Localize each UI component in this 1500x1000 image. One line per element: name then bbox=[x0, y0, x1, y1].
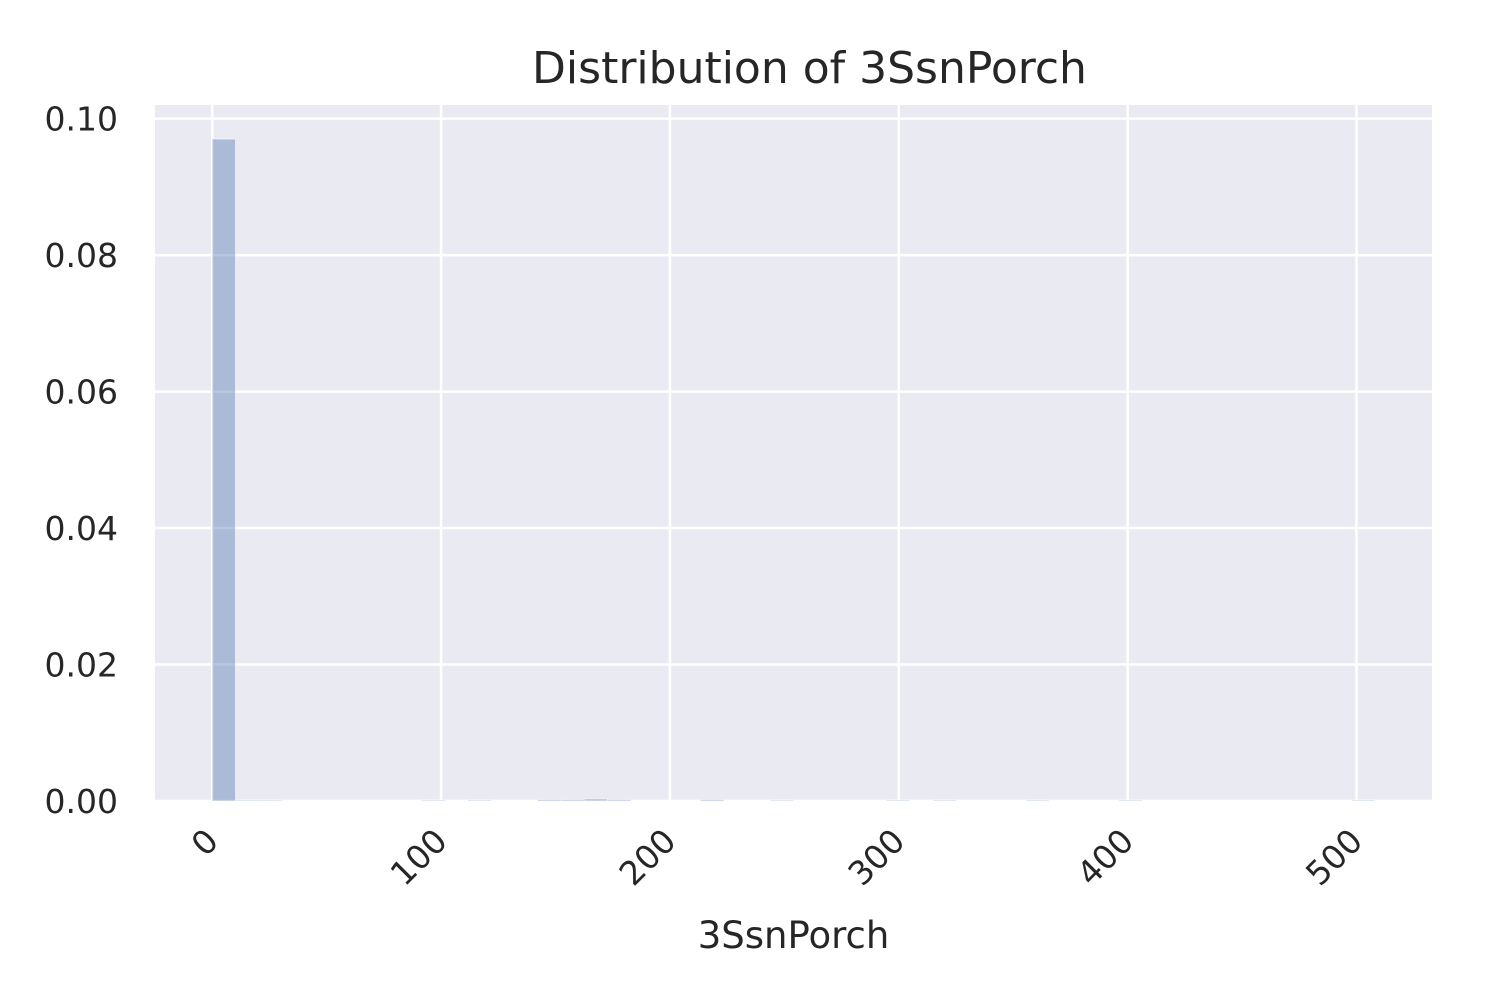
histogram-bar bbox=[769, 799, 795, 802]
x-tick-label: 100 bbox=[383, 821, 455, 893]
histogram-bar bbox=[258, 799, 283, 802]
plot-area bbox=[155, 105, 1432, 801]
histogram-bar bbox=[467, 799, 492, 802]
histogram-bar bbox=[560, 799, 585, 802]
x-tick-label: 0 bbox=[183, 821, 225, 863]
y-tick-label: 0.10 bbox=[45, 100, 118, 139]
y-tick-label: 0.00 bbox=[45, 782, 118, 821]
histogram-bar bbox=[537, 799, 562, 802]
x-tick-label: 200 bbox=[611, 821, 683, 893]
histogram-bar bbox=[234, 799, 260, 802]
x-tick-label: 500 bbox=[1298, 821, 1370, 893]
histogram-bar bbox=[1351, 799, 1376, 802]
histogram-bars bbox=[211, 138, 1376, 802]
x-tick-label: 400 bbox=[1069, 821, 1141, 893]
y-tick-label: 0.08 bbox=[45, 236, 118, 275]
histogram-bar bbox=[1118, 799, 1143, 802]
grid-lines bbox=[155, 105, 1432, 803]
histogram-bar bbox=[606, 799, 632, 802]
histogram-bar bbox=[420, 799, 446, 802]
histogram-bar bbox=[1025, 799, 1050, 802]
chart-title: Distribution of 3SsnPorch bbox=[532, 43, 1087, 94]
y-tick-label: 0.02 bbox=[45, 646, 118, 685]
y-tick-label: 0.06 bbox=[45, 373, 118, 412]
histogram-bar bbox=[699, 799, 725, 802]
histogram-bar bbox=[583, 798, 608, 802]
x-axis-label: 3SsnPorch bbox=[698, 914, 890, 957]
histogram-bar bbox=[932, 799, 957, 802]
histogram-bar bbox=[886, 799, 911, 802]
x-tick-label: 300 bbox=[840, 821, 912, 893]
histogram-bar bbox=[211, 138, 236, 802]
y-tick-label: 0.04 bbox=[45, 509, 118, 548]
